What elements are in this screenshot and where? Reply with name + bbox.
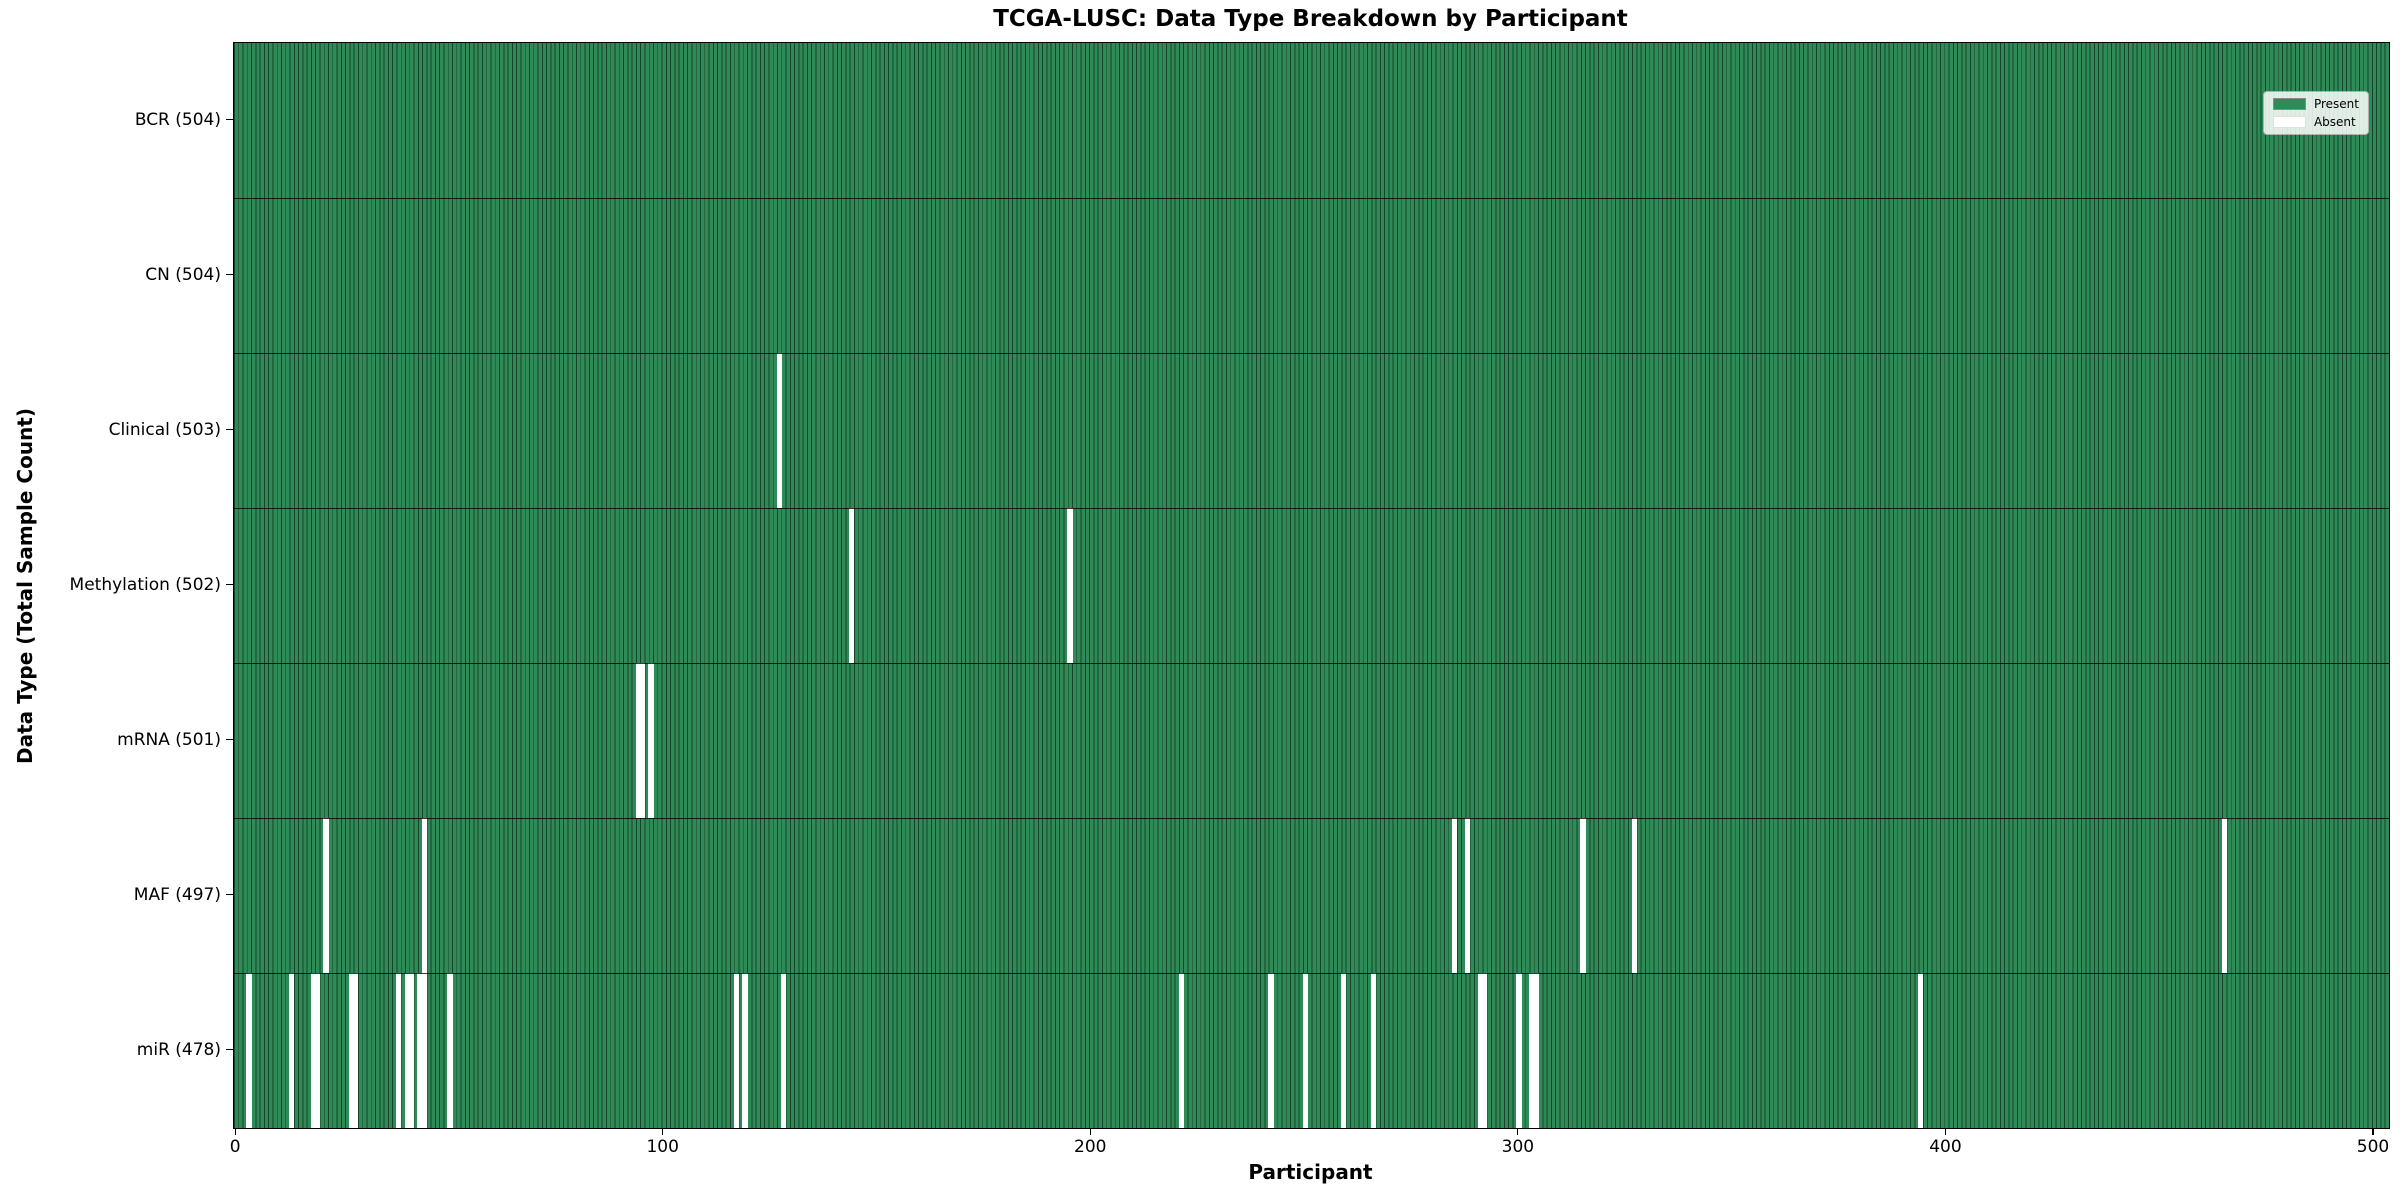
row-band-mrna: [234, 663, 2389, 818]
absent-gap-maf-465: [2221, 818, 2228, 973]
legend-swatch-absent: [2272, 116, 2306, 128]
x-tick-mark: [2372, 1128, 2374, 1135]
absent-gap-mir-28: [353, 973, 359, 1128]
absent-gap-mir-250: [1302, 973, 1308, 1128]
absent-gap-mir-266: [1370, 973, 1377, 1128]
x-tick-label-200: 200: [1074, 1137, 1107, 1157]
row-band-maf: [234, 818, 2389, 973]
absent-gap-mir-41: [408, 973, 415, 1128]
y-tick-label-methylation: Methylation (502): [69, 574, 221, 595]
x-tick-mark: [662, 1128, 664, 1135]
legend-swatch-present: [2272, 98, 2306, 110]
row-separator: [234, 507, 2389, 509]
absent-gap-mir-394: [1918, 973, 1924, 1128]
absent-gap-methylation-144: [849, 508, 855, 663]
x-tick-label-500: 500: [2356, 1137, 2390, 1157]
y-tick-mark: [226, 273, 233, 276]
absent-gap-mir-304: [1533, 973, 1539, 1128]
y-tick-label-clinical: Clinical (503): [108, 419, 221, 440]
y-tick-mark: [226, 583, 233, 586]
row-separator: [234, 197, 2389, 199]
absent-gap-mir-38: [396, 973, 402, 1128]
row-separator: [234, 352, 2389, 354]
x-tick-mark: [1944, 1128, 1947, 1135]
y-tick-label-mrna: mRNA (501): [117, 729, 221, 750]
row-band-clinical: [234, 353, 2389, 508]
y-tick-label-maf: MAF (497): [133, 884, 221, 905]
absent-gap-maf-288: [1465, 818, 1471, 973]
absent-gap-methylation-195: [1067, 508, 1073, 663]
absent-gap-mir-40: [404, 973, 410, 1128]
x-tick-label-100: 100: [646, 1137, 679, 1157]
absent-gap-clinical-127: [776, 353, 782, 508]
legend-label-absent: Absent: [2313, 115, 2356, 129]
absent-gap-mir-18: [310, 973, 316, 1128]
row-band-cn: [234, 198, 2389, 353]
x-tick-label-400: 400: [1929, 1137, 1962, 1157]
absent-gap-mir-44: [421, 973, 427, 1128]
x-axis-label: Participant: [1248, 1160, 1373, 1184]
row-separator: [234, 972, 2389, 974]
absent-gap-mir-3: [246, 973, 252, 1128]
absent-gap-mir-43: [417, 973, 423, 1128]
x-tick-mark: [1089, 1128, 1091, 1135]
row-separator: [234, 817, 2389, 819]
legend: Present Absent: [2262, 91, 2369, 135]
absent-gap-mir-221: [1178, 973, 1184, 1128]
chart-title: TCGA-LUSC: Data Type Breakdown by Partic…: [993, 6, 1628, 32]
y-tick-mark: [226, 738, 233, 741]
row-band-mir: [234, 973, 2389, 1128]
y-tick-label-bcr: BCR (504): [134, 109, 221, 130]
absent-gap-mir-291: [1477, 973, 1484, 1128]
absent-gap-mir-117: [733, 973, 740, 1128]
absent-gap-mrna-95: [639, 663, 645, 818]
x-tick-label-0: 0: [229, 1137, 241, 1157]
x-tick-mark: [1517, 1128, 1519, 1135]
x-tick-label-300: 300: [1501, 1137, 1535, 1157]
absent-gap-maf-44: [421, 818, 427, 973]
absent-gap-maf-315: [1580, 818, 1586, 973]
absent-gap-mir-19: [314, 973, 320, 1128]
absent-gap-mir-128: [780, 973, 787, 1128]
absent-gap-mir-303: [1529, 973, 1535, 1128]
y-tick-mark: [226, 1048, 233, 1051]
absent-gap-maf-327: [1631, 818, 1637, 973]
y-tick-mark: [226, 428, 233, 431]
y-tick-label-cn: CN (504): [145, 264, 221, 285]
absent-gap-mir-27: [349, 973, 355, 1128]
absent-gap-maf-21: [323, 818, 329, 973]
y-tick-mark: [226, 893, 233, 896]
legend-item-absent: Absent: [2272, 115, 2359, 129]
absent-gap-mrna-94: [635, 663, 641, 818]
absent-gap-mir-300: [1516, 973, 1522, 1128]
legend-label-present: Present: [2313, 97, 2359, 111]
row-band-methylation: [234, 508, 2389, 663]
legend-item-present: Present: [2272, 97, 2359, 111]
absent-gap-mrna-97: [648, 663, 654, 818]
absent-gap-mir-13: [289, 973, 295, 1128]
absent-gap-mir-292: [1482, 973, 1488, 1128]
x-tick-mark: [234, 1128, 236, 1135]
absent-gap-maf-285: [1452, 818, 1458, 973]
absent-gap-mir-119: [742, 973, 748, 1128]
absent-gap-mir-242: [1268, 973, 1274, 1128]
row-band-bcr: [234, 43, 2389, 198]
y-tick-label-mir: miR (478): [136, 1039, 221, 1060]
absent-gap-mir-259: [1341, 973, 1347, 1128]
y-tick-mark: [226, 118, 233, 121]
absent-gap-mir-50: [447, 973, 453, 1128]
row-separator: [234, 662, 2389, 664]
plot-area: Present Absent: [233, 42, 2390, 1129]
